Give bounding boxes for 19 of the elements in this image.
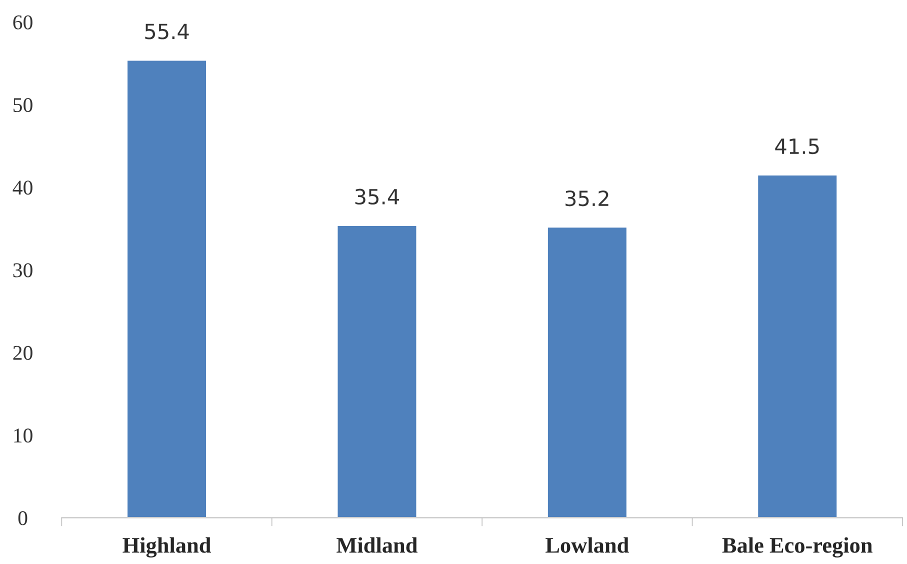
y-tick-label: 30 [13,263,32,278]
data-label: 55.4 [145,24,189,40]
x-tick-label: Bale Eco-region [722,537,872,558]
y-tick-label: 20 [13,346,32,360]
data-label: 35.4 [355,188,399,205]
bar [756,174,838,518]
x-tick-label: Highland [122,537,211,558]
bar [126,59,208,518]
y-tick-label: 60 [13,15,32,30]
y-tick-label: 10 [14,428,32,443]
x-tick-label: Lowland [546,537,629,553]
data-label: 41.5 [775,138,819,154]
bar [546,226,628,518]
y-tick-label: 50 [14,98,32,112]
y-tick-label: 40 [12,180,32,195]
bar [336,224,418,518]
data-label: 35.2 [566,190,608,206]
x-tick-label: Midland [336,537,418,553]
y-tick-label: 0 [18,511,28,526]
